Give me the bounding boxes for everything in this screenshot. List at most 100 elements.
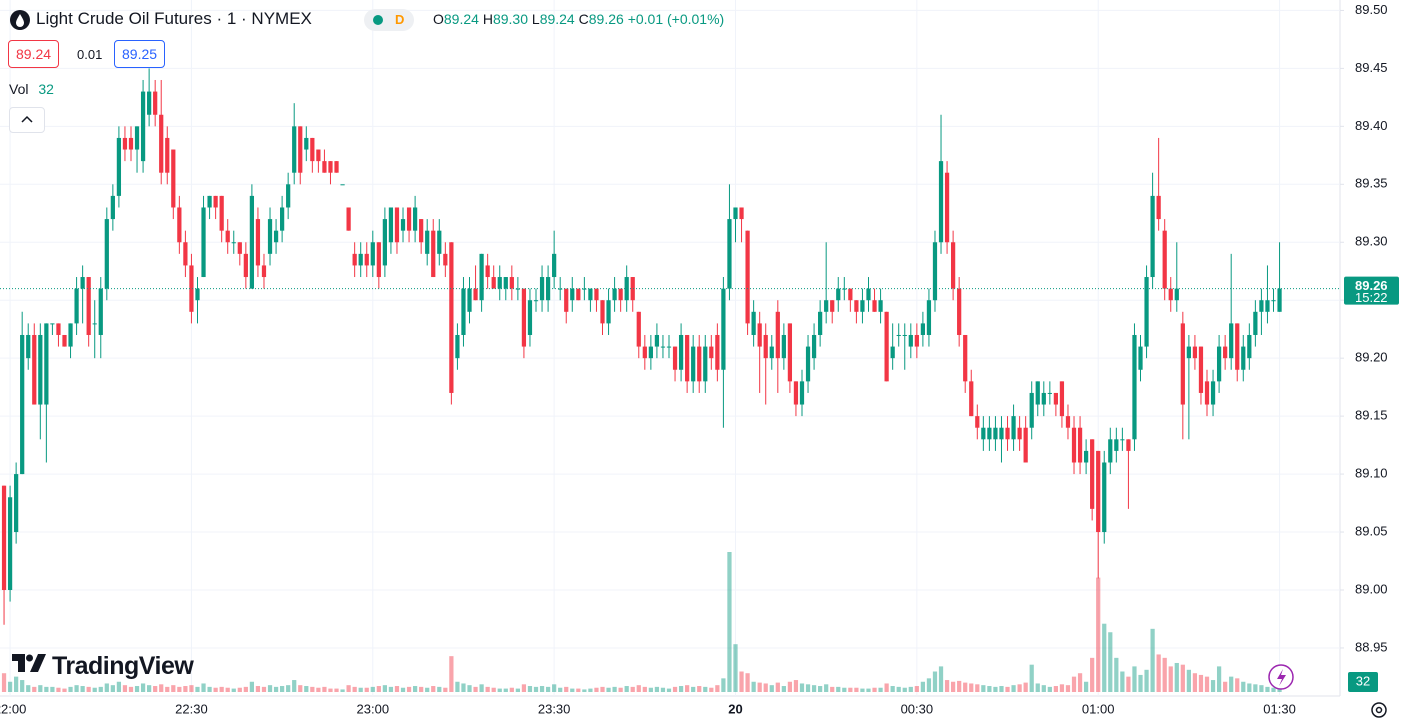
candle-body [280,207,285,231]
status-pill[interactable]: D [364,9,414,31]
volume-bar [26,685,31,692]
candle-body [678,334,684,370]
alert-icon[interactable] [1268,664,1294,690]
volume-bar [86,686,91,692]
candle-body [757,323,762,347]
watermark[interactable]: TradingView [12,652,194,681]
volume-bar [346,685,351,692]
last-price-label: 89.26 [1355,278,1388,293]
candle-body [860,300,865,312]
volume-bar [606,687,611,692]
candle-body [1096,450,1101,533]
candle-body [7,497,13,590]
candle-body [497,277,502,289]
volume-bar [243,686,248,692]
volume-bar [963,682,968,692]
candle-body [201,207,206,278]
candle-body [539,277,545,301]
buy-button[interactable]: 89.25 [114,40,166,68]
volume-bar [280,686,285,692]
candle-body [183,242,188,266]
candle-body [86,277,91,335]
candle-body [1059,381,1065,417]
candle-body [648,346,653,359]
candle-body [781,334,786,359]
candle-body [322,161,327,173]
candle-body [1241,346,1246,370]
candle-body [818,311,823,335]
volume-bar [564,686,569,692]
candle-body [527,300,533,335]
volume-bar [443,687,448,692]
sell-button[interactable]: 89.24 [8,40,60,68]
volume-bar [1174,662,1179,692]
candle-body [926,300,932,335]
volume-bar [1271,687,1276,692]
candle-body [872,300,877,312]
candle-body [1077,427,1083,463]
candle-body [80,277,85,289]
watermark-shape [12,654,46,672]
volume-bar [781,686,786,692]
volume-bar [787,681,793,692]
alert-bolt[interactable] [1277,669,1286,686]
x-tick-label: 20 [728,701,742,716]
settings-gear-hub[interactable] [1375,706,1383,714]
volume-bar [467,685,472,692]
candle-body [636,311,641,347]
candle-body [975,416,980,428]
legend-change: +0.01 (+0.01%) [627,11,725,27]
volume-bar [298,685,303,692]
candle-body [128,137,134,150]
settings-gear[interactable] [1371,702,1387,718]
volume-bar [993,686,998,692]
volume-bar [660,687,666,692]
y-tick-label: 88.95 [1355,639,1388,654]
volume-bar [763,683,768,692]
volume-bar [437,686,442,692]
candle-body [552,253,557,278]
candle-body [654,334,660,347]
candle-body [461,288,466,335]
volume-bar [412,686,418,692]
y-tick-label: 89.10 [1355,466,1388,481]
candle-body [1132,334,1137,440]
candle-body [122,137,128,150]
chevron-path[interactable] [21,115,33,123]
volume-bar [811,685,817,692]
candle-body [352,253,357,266]
y-tick-label: 89.00 [1355,581,1388,596]
candle-body [685,334,690,382]
candle-body [358,253,363,266]
volume-bar [1235,678,1240,692]
candle-body [1138,346,1143,370]
candle-body [406,207,412,231]
volume-bar [364,687,369,692]
volume-bar [1005,686,1010,692]
volume [1,552,1282,692]
chevron[interactable] [10,108,44,132]
market-open-dot [373,15,383,25]
volume-bar [878,687,883,692]
candle-body [642,346,647,359]
collapse-button[interactable] [9,107,45,133]
volume-bar [624,686,629,692]
candle-body [932,242,938,301]
volume-bar [884,683,889,692]
volume-bar [1041,685,1046,692]
symbol-title[interactable]: Light Crude Oil Futures · 1 · NYMEX [36,9,312,28]
candle-body [159,114,164,173]
candle-body [697,346,702,382]
candle-body [165,137,170,173]
candle-body [376,242,381,278]
candle-body [969,381,974,417]
candle-body [473,288,478,301]
volume-bar [449,656,454,692]
y-tick-label: 89.05 [1355,523,1388,538]
candle-body [660,346,666,348]
candle-body [304,137,309,150]
volume-bar [926,678,932,692]
settings-icon[interactable] [1371,702,1387,718]
candle-body [1023,427,1028,463]
candle-body [104,219,109,289]
